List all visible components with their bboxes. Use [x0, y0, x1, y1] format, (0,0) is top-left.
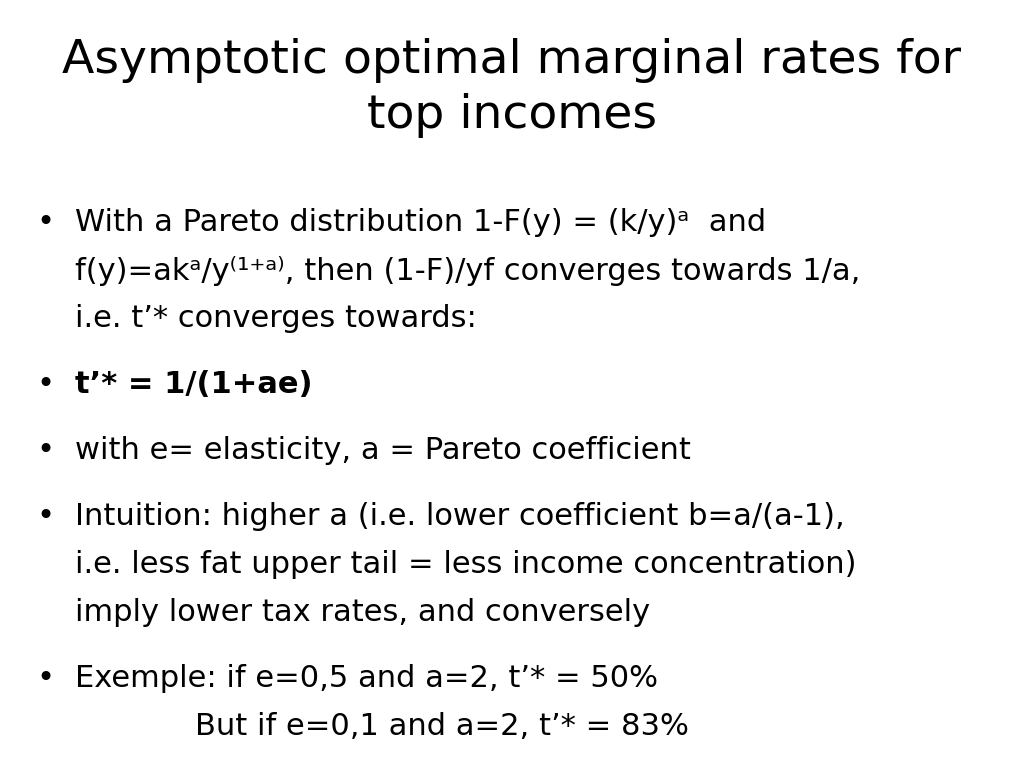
Text: With a Pareto distribution 1-F(y) = (k/y)ᵃ  and: With a Pareto distribution 1-F(y) = (k/y…: [75, 208, 766, 237]
Text: •: •: [36, 502, 54, 531]
Text: Intuition: higher a (i.e. lower coefficient b=a/(a-1),: Intuition: higher a (i.e. lower coeffici…: [75, 502, 845, 531]
Text: But if e=0,1 and a=2, t’* = 83%: But if e=0,1 and a=2, t’* = 83%: [195, 712, 689, 741]
Text: •: •: [36, 664, 54, 693]
Text: Asymptotic optimal marginal rates for
top incomes: Asymptotic optimal marginal rates for to…: [62, 38, 962, 138]
Text: i.e. less fat upper tail = less income concentration): i.e. less fat upper tail = less income c…: [75, 550, 856, 579]
Text: imply lower tax rates, and conversely: imply lower tax rates, and conversely: [75, 598, 650, 627]
Text: with e= elasticity, a = Pareto coefficient: with e= elasticity, a = Pareto coefficie…: [75, 436, 691, 465]
Text: f(y)=akᵃ/y⁽¹⁺ᵃ⁾, then (1-F)/yf converges towards 1/a,: f(y)=akᵃ/y⁽¹⁺ᵃ⁾, then (1-F)/yf converges…: [75, 256, 860, 286]
Text: t’* = 1/(1+ae): t’* = 1/(1+ae): [75, 370, 312, 399]
Text: i.e. t’* converges towards:: i.e. t’* converges towards:: [75, 304, 477, 333]
Text: •: •: [36, 370, 54, 399]
Text: Exemple: if e=0,5 and a=2, t’* = 50%: Exemple: if e=0,5 and a=2, t’* = 50%: [75, 664, 658, 693]
Text: •: •: [36, 208, 54, 237]
Text: •: •: [36, 436, 54, 465]
